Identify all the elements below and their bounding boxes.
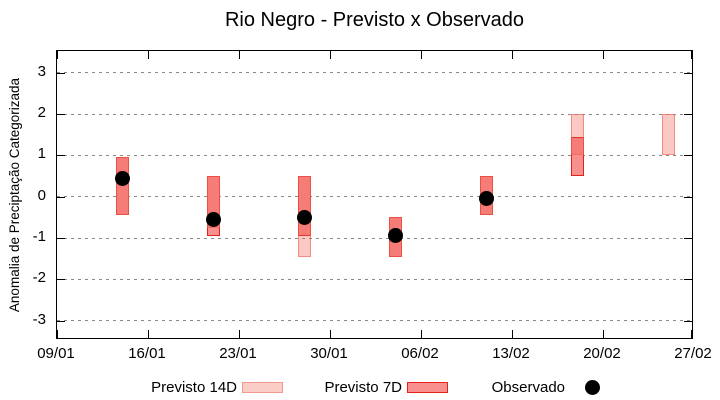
y-tick-left (57, 72, 65, 74)
y-tick-label: 1 (37, 145, 46, 163)
y-tick-label: 0 (37, 186, 46, 204)
gridline (57, 278, 692, 280)
gridline (57, 72, 692, 74)
observed-dot (205, 211, 221, 227)
y-tick-right (684, 72, 692, 74)
y-tick-right (684, 320, 692, 322)
legend-swatch-previsto-7d-icon (407, 382, 448, 393)
y-tick-left (57, 238, 65, 239)
x-tick-bottom (691, 330, 692, 338)
x-tick-top (329, 51, 331, 59)
gridline (57, 320, 692, 322)
x-tick-bottom (511, 330, 513, 338)
y-tick-label: -1 (32, 228, 46, 245)
x-tick-label: 09/01 (37, 345, 75, 362)
plot-area (56, 50, 693, 339)
legend-swatch-previsto-14d-icon (242, 382, 283, 393)
observed-dot (478, 191, 494, 207)
gridline (57, 154, 692, 156)
x-tick-label: 06/02 (401, 345, 439, 362)
y-tick-left (57, 114, 65, 116)
legend-label-previsto-7d: Previsto 7D (324, 379, 402, 396)
y-tick-label: 3 (37, 62, 46, 80)
x-tick-label: 13/02 (492, 345, 530, 362)
y-tick-left (57, 196, 65, 198)
x-tick-bottom (420, 330, 422, 338)
x-tick-top (602, 51, 604, 59)
gridline (57, 196, 692, 198)
y-tick-left (57, 155, 65, 157)
chart-title: Rio Negro - Previsto x Observado (224, 9, 524, 31)
gridline (57, 237, 692, 239)
y-tick-label: -3 (32, 310, 46, 328)
x-tick-top (691, 51, 692, 59)
x-tick-top (238, 51, 240, 59)
x-tick-top (147, 51, 149, 59)
y-tick-right (684, 196, 692, 198)
observed-dot (114, 170, 130, 186)
x-tick-bottom (238, 330, 240, 338)
x-tick-label: 16/01 (128, 345, 166, 362)
x-tick-bottom (57, 330, 58, 338)
x-tick-top (57, 51, 58, 59)
forecast-14d-bar (115, 157, 129, 216)
x-tick-label: 23/01 (219, 345, 257, 362)
x-tick-label: 27/02 (674, 345, 712, 362)
y-tick-right (684, 238, 692, 239)
forecast-7d-bar (570, 136, 584, 177)
observed-dot (296, 209, 312, 225)
y-tick-label: -2 (32, 269, 46, 287)
y-tick-left (57, 279, 65, 281)
x-tick-label: 30/01 (310, 345, 348, 362)
gridline (57, 113, 692, 115)
forecast-14d-bar (661, 114, 675, 156)
x-tick-bottom (147, 330, 149, 338)
y-tick-right (684, 114, 692, 116)
x-tick-bottom (602, 330, 604, 338)
y-tick-left (57, 320, 65, 322)
legend-swatch-observado-icon (585, 380, 600, 395)
observed-dot (387, 228, 403, 244)
y-tick-right (684, 279, 692, 281)
y-tick-label: 2 (37, 104, 46, 122)
legend-label-observado: Observado (491, 379, 565, 396)
x-tick-top (511, 51, 513, 59)
x-tick-bottom (329, 330, 331, 338)
legend-label-previsto-14d: Previsto 14D (151, 379, 237, 396)
y-tick-right (684, 155, 692, 157)
x-tick-label: 20/02 (583, 345, 621, 362)
forecast-14d-bar (570, 114, 584, 156)
x-tick-top (420, 51, 422, 59)
